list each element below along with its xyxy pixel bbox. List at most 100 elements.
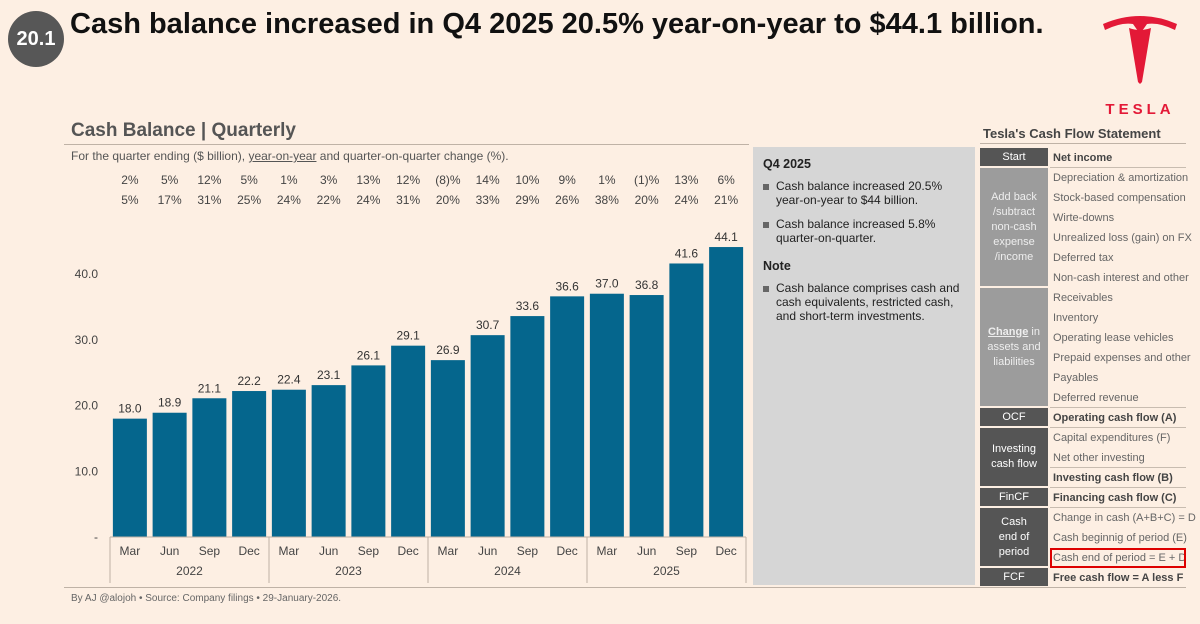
x-tick-label: Mar (279, 544, 300, 558)
qoq-label: 1% (598, 173, 616, 187)
x-tick-label: Sep (199, 544, 221, 558)
bar (391, 345, 426, 537)
group-investing: Investing cash flow (980, 428, 1048, 488)
qoq-label: 12% (396, 173, 421, 187)
cash-balance-chart: 18.0 Mar 18.9 Jun 21.1 Sep 22.2 Dec 22.4 Mar 23.1 J… (75, 230, 747, 583)
yoy-label: 29% (515, 193, 540, 207)
yoy-label: 31% (197, 193, 222, 207)
group-change-link: Change (988, 325, 1029, 338)
cfs-row: Financing cash flow (C) (1050, 488, 1186, 508)
data-label: 36.8 (635, 278, 659, 292)
note-heading: Note (763, 259, 791, 273)
data-label: 41.6 (675, 246, 699, 260)
yoy-label: 24% (356, 193, 381, 207)
group-fcf: FCF (980, 568, 1048, 588)
cfs-row: Cash beginnig of period (E) (1053, 532, 1187, 544)
bar (271, 389, 306, 537)
cfs-row: Free cash flow = A less F (1050, 568, 1186, 588)
data-label: 18.0 (118, 402, 142, 416)
data-label: 22.2 (237, 374, 261, 388)
yoy-label: 24% (276, 193, 301, 207)
data-label: 26.9 (436, 343, 460, 357)
bar (232, 391, 267, 537)
qoq-label: 5% (160, 173, 179, 187)
qoq-label: 13% (674, 173, 699, 187)
cfs-row: Capital expenditures (F) (1053, 432, 1171, 444)
yoy-label: 31% (396, 193, 421, 207)
qoq-label: (1)% (633, 173, 660, 187)
yoy-label: 26% (555, 193, 580, 207)
divider (64, 144, 749, 145)
x-tick-label: Mar (597, 544, 618, 558)
qoq-label: 14% (475, 173, 500, 187)
bar (351, 365, 386, 537)
yoy-label: 22% (316, 193, 341, 207)
qoq-label: 6% (717, 173, 735, 187)
data-label: 36.6 (555, 279, 579, 293)
qoq-label: 5% (240, 173, 258, 187)
x-tick-label: Sep (517, 544, 539, 558)
year-label: 2025 (653, 564, 680, 578)
x-tick-label: Mar (120, 544, 141, 558)
qoq-label: 13% (356, 173, 381, 187)
group-change-text: in assets and liabilities (987, 325, 1041, 368)
cfs-row: Investing cash flow (B) (1050, 468, 1186, 488)
note-item: Cash balance comprises cash and cash equ… (763, 281, 965, 323)
group-cash-end: Cash end of period (980, 508, 1048, 568)
x-tick-label: Jun (319, 544, 338, 558)
chart-subtitle: For the quarter ending ($ billion), year… (71, 149, 509, 163)
yoy-label: 17% (157, 193, 182, 207)
data-label: 23.1 (317, 368, 341, 382)
x-tick-label: Dec (715, 544, 736, 558)
qoq-label: 2% (121, 173, 139, 187)
x-tick-label: Sep (676, 544, 698, 558)
chart-title: Cash Balance | Quarterly (71, 120, 296, 141)
bar (669, 263, 704, 537)
cfs-row: Unrealized loss (gain) on FX (1053, 232, 1192, 244)
qoq-label: (8)% (435, 173, 461, 187)
bar (510, 316, 545, 537)
data-label: 29.1 (396, 329, 420, 343)
section-badge: 20.1 (8, 11, 64, 67)
yoy-label: 20% (435, 193, 460, 207)
yoy-label: 20% (634, 193, 659, 207)
bar (629, 295, 664, 537)
group-start: Start (980, 148, 1048, 168)
cfs-row: Change in cash (A+B+C) = D (1053, 512, 1196, 524)
bar (470, 335, 505, 537)
group-noncash: Add back /subtract non-cash expense /inc… (980, 168, 1048, 288)
y-tick-label: 10.0 (75, 464, 99, 478)
yoy-label: 21% (714, 193, 739, 207)
note-item: Cash balance increased 20.5% year-on-yea… (763, 179, 965, 207)
subtitle-text: For the quarter ending ($ billion), (71, 149, 249, 163)
tesla-logo: TESLA (1095, 10, 1185, 120)
cfs-title: Tesla's Cash Flow Statement (983, 126, 1161, 141)
data-label: 33.6 (516, 299, 540, 313)
yoy-label: 25% (237, 193, 262, 207)
cfs-row: Depreciation & amortization (1053, 172, 1189, 184)
group-ocf: OCF (980, 408, 1048, 428)
x-tick-label: Mar (438, 544, 459, 558)
footer-source: By AJ @alojoh • Source: Company filings … (71, 593, 342, 604)
notes-panel: Q4 2025 Cash balance increased 20.5% yea… (753, 147, 975, 585)
cfs-row: Deferred revenue (1050, 388, 1186, 408)
qoq-label: 12% (197, 173, 222, 187)
data-label: 21.1 (198, 381, 222, 395)
year-label: 2024 (494, 564, 521, 578)
bar (152, 412, 187, 537)
data-label: 30.7 (476, 318, 500, 332)
cfs-row: Wirte-downs (1053, 212, 1115, 224)
subtitle-link: year-on-year (248, 149, 317, 163)
divider (64, 587, 1186, 588)
qoq-label: 1% (280, 173, 298, 187)
x-tick-label: Jun (637, 544, 656, 558)
bar (589, 293, 624, 537)
group-change: Change in assets and liabilities (980, 288, 1048, 408)
yoy-label: 33% (475, 193, 500, 207)
data-label: 18.9 (158, 396, 182, 410)
y-tick-label: 30.0 (75, 333, 99, 347)
y-tick-label: 40.0 (75, 267, 99, 281)
cfs-row: Receivables (1053, 292, 1113, 304)
divider (980, 143, 1186, 144)
y-tick-label: 20.0 (75, 399, 99, 413)
